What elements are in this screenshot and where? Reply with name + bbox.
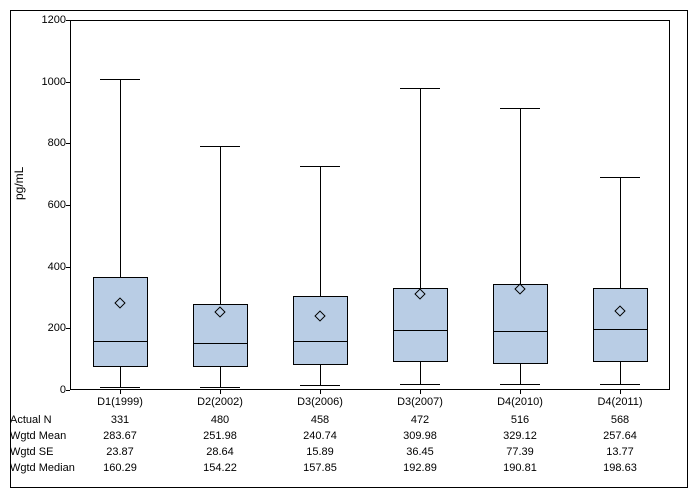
table-cell: 480 — [211, 414, 229, 426]
table-cell: 568 — [611, 414, 629, 426]
whisker-lower — [420, 362, 421, 384]
box — [493, 284, 548, 364]
ytick-mark — [66, 390, 70, 391]
whisker-upper — [120, 79, 121, 278]
ytick-mark — [66, 143, 70, 144]
ytick-mark — [66, 267, 70, 268]
ytick-label: 200 — [16, 322, 66, 334]
whisker-lower — [120, 367, 121, 387]
ytick-label: 800 — [16, 137, 66, 149]
xtick-label: D1(1999) — [97, 396, 143, 408]
table-cell: 283.67 — [103, 430, 137, 442]
whisker-upper — [220, 146, 221, 303]
xtick-mark — [320, 390, 321, 394]
ytick-mark — [66, 82, 70, 83]
table-cell: 329.12 — [503, 430, 537, 442]
table-cell: 36.45 — [406, 446, 434, 458]
ytick-label: 400 — [16, 261, 66, 273]
whisker-cap-lower — [100, 387, 140, 388]
xtick-label: D3(2007) — [397, 396, 443, 408]
whisker-cap-upper — [100, 79, 140, 80]
table-cell: 309.98 — [403, 430, 437, 442]
table-row-label: Actual N — [10, 414, 90, 426]
whisker-lower — [620, 362, 621, 384]
xtick-label: D3(2006) — [297, 396, 343, 408]
xtick-mark — [520, 390, 521, 394]
whisker-upper — [520, 108, 521, 284]
table-row-label: Wgtd Median — [10, 462, 90, 474]
ytick-mark — [66, 328, 70, 329]
table-cell: 516 — [511, 414, 529, 426]
xtick-mark — [120, 390, 121, 394]
table-cell: 157.85 — [303, 462, 337, 474]
ytick-label: 0 — [16, 384, 66, 396]
whisker-cap-lower — [200, 387, 240, 388]
table-cell: 198.63 — [603, 462, 637, 474]
median-line — [493, 331, 548, 332]
whisker-lower — [320, 365, 321, 385]
xtick-label: D4(2011) — [597, 396, 642, 408]
median-line — [393, 330, 448, 331]
box — [593, 288, 648, 362]
table-cell: 13.77 — [606, 446, 634, 458]
table-cell: 240.74 — [303, 430, 337, 442]
table-cell: 190.81 — [503, 462, 537, 474]
table-cell: 154.22 — [203, 462, 237, 474]
ytick-label: 1000 — [16, 76, 66, 88]
whisker-upper — [420, 88, 421, 288]
whisker-lower — [220, 367, 221, 387]
table-cell: 15.89 — [306, 446, 334, 458]
box — [93, 277, 148, 366]
whisker-lower — [520, 364, 521, 384]
table-cell: 458 — [311, 414, 329, 426]
xtick-label: D4(2010) — [497, 396, 543, 408]
box — [293, 296, 348, 365]
whisker-cap-lower — [500, 384, 540, 385]
table-cell: 77.39 — [506, 446, 534, 458]
median-line — [193, 343, 248, 344]
xtick-mark — [420, 390, 421, 394]
xtick-mark — [220, 390, 221, 394]
plot-area — [70, 20, 670, 390]
table-cell: 472 — [411, 414, 429, 426]
table-cell: 331 — [111, 414, 129, 426]
whisker-cap-lower — [400, 384, 440, 385]
median-line — [293, 341, 348, 342]
table-cell: 251.98 — [203, 430, 237, 442]
whisker-cap-lower — [600, 384, 640, 385]
median-line — [593, 329, 648, 330]
whisker-upper — [320, 166, 321, 296]
table-cell: 23.87 — [106, 446, 134, 458]
ytick-mark — [66, 205, 70, 206]
xtick-label: D2(2002) — [197, 396, 243, 408]
xtick-mark — [620, 390, 621, 394]
table-row-label: Wgtd SE — [10, 446, 90, 458]
whisker-upper — [620, 177, 621, 288]
whisker-cap-lower — [300, 385, 340, 386]
table-cell: 28.64 — [206, 446, 234, 458]
ytick-label: 600 — [16, 199, 66, 211]
ytick-mark — [66, 20, 70, 21]
table-cell: 160.29 — [103, 462, 137, 474]
table-cell: 257.64 — [603, 430, 637, 442]
ytick-label: 1200 — [16, 14, 66, 26]
whisker-cap-upper — [500, 108, 540, 109]
median-line — [93, 341, 148, 342]
whisker-cap-upper — [300, 166, 340, 167]
y-axis-label: pg/mL — [12, 167, 26, 200]
table-row-label: Wgtd Mean — [10, 430, 90, 442]
whisker-cap-upper — [600, 177, 640, 178]
whisker-cap-upper — [400, 88, 440, 89]
table-cell: 192.89 — [403, 462, 437, 474]
whisker-cap-upper — [200, 146, 240, 147]
